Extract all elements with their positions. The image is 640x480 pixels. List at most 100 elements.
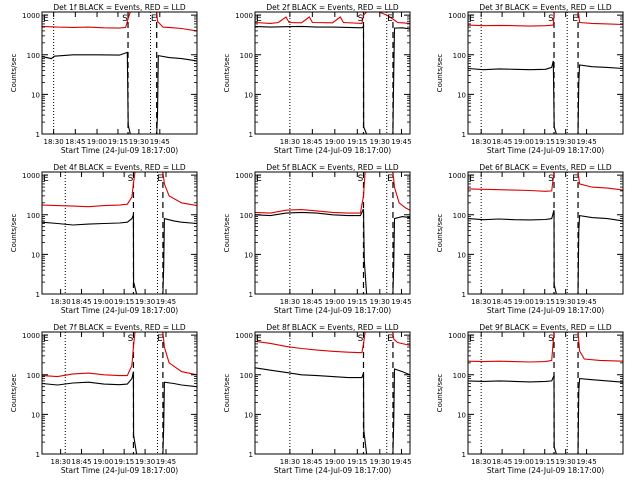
y-tick-label: 10 [457, 251, 466, 259]
x-tick-label: 18:30 [280, 298, 300, 306]
y-tick-label: 1 [249, 451, 253, 459]
x-tick-label: 19:15 [535, 458, 555, 466]
y-tick-label: 100 [453, 372, 466, 380]
y-axis-label: Counts/sec [223, 374, 231, 413]
interval-marker-s: S [122, 14, 128, 24]
interval-marker-s: S [128, 174, 134, 184]
x-tick-label: 19:30 [556, 458, 576, 466]
x-tick-label: 18:45 [71, 298, 91, 306]
interval-marker-e: E [572, 334, 578, 344]
x-tick-label: 19:45 [150, 138, 170, 146]
y-tick-label: 1000 [448, 332, 466, 340]
y-axis-label: Counts/sec [436, 374, 444, 413]
y-tick-label: 100 [27, 52, 40, 60]
x-tick-label: 19:45 [156, 458, 176, 466]
y-axis-label: Counts/sec [436, 54, 444, 93]
plot-frame [41, 11, 198, 135]
panel-title: Det 4f BLACK = Events, RED = LLD [53, 163, 186, 172]
interval-marker-s: S [358, 334, 364, 344]
y-tick-label: 1000 [235, 332, 253, 340]
x-axis-label: Start Time (24-Jul-09 18:17:00) [61, 146, 178, 155]
events-series-line [42, 51, 197, 134]
events-series-line [255, 25, 410, 134]
x-tick-label: 19:15 [347, 298, 367, 306]
detector-panel-4: Det 4f BLACK = Events, RED = LLD 1 10 100 10… [10, 163, 198, 315]
events-series-line [468, 60, 623, 134]
x-tick-label: 18:30 [44, 138, 64, 146]
x-tick-label: 19:45 [576, 138, 596, 146]
y-tick-label: 1000 [22, 12, 40, 20]
lld-series-line [255, 332, 410, 354]
y-tick-label: 10 [244, 411, 253, 419]
y-tick-label: 100 [240, 52, 253, 60]
x-tick-label: 18:30 [51, 458, 71, 466]
x-axis-label: Start Time (24-Jul-09 18:17:00) [61, 466, 178, 475]
plot-frame [254, 11, 411, 135]
interval-marker-e: E [256, 174, 262, 184]
interval-marker-e: E [43, 334, 49, 344]
lld-series-line [42, 172, 197, 208]
lld-series-line [255, 12, 410, 24]
panel-title: Det 7f BLACK = Events, RED = LLD [53, 323, 186, 332]
y-tick-label: 100 [27, 212, 40, 220]
interval-marker-e: E [469, 174, 475, 184]
x-tick-label: 18:30 [280, 458, 300, 466]
plot-frame [254, 331, 411, 455]
y-tick-label: 10 [31, 91, 40, 99]
interval-marker-e: E [387, 14, 393, 24]
x-tick-label: 19:15 [114, 298, 134, 306]
y-tick-label: 100 [27, 372, 40, 380]
x-axis-label: Start Time (24-Jul-09 18:17:00) [487, 466, 604, 475]
y-tick-label: 1000 [448, 12, 466, 20]
interval-marker-e: E [572, 14, 578, 24]
plot-frame [41, 331, 198, 455]
detector-panel-9: Det 9f BLACK = Events, RED = LLD 1 10 100 10… [436, 323, 624, 475]
y-axis-label: Counts/sec [223, 54, 231, 93]
y-tick-label: 10 [457, 91, 466, 99]
x-tick-label: 19:30 [370, 138, 390, 146]
interval-marker-e: E [43, 174, 49, 184]
x-tick-label: 18:30 [51, 298, 71, 306]
detector-panel-1: Det 1f BLACK = Events, RED = LLD 1 10 100 10… [10, 3, 198, 155]
x-tick-label: 19:15 [108, 138, 128, 146]
y-tick-label: 1 [249, 291, 253, 299]
y-axis-label: Counts/sec [10, 54, 18, 93]
y-tick-label: 1 [36, 291, 40, 299]
x-tick-label: 19:00 [325, 458, 345, 466]
y-tick-label: 100 [453, 212, 466, 220]
interval-marker-e: E [256, 334, 262, 344]
x-tick-label: 19:30 [135, 458, 155, 466]
x-tick-label: 18:45 [65, 138, 85, 146]
detector-panel-2: Det 2f BLACK = Events, RED = LLD 1 10 100 10… [223, 3, 412, 155]
interval-marker-e: E [469, 334, 475, 344]
y-tick-label: 1 [462, 131, 466, 139]
y-tick-label: 1000 [235, 172, 253, 180]
interval-marker-e: E [151, 14, 157, 24]
y-tick-label: 1 [462, 451, 466, 459]
x-tick-label: 18:45 [492, 138, 512, 146]
x-tick-label: 19:45 [576, 298, 596, 306]
y-tick-label: 1000 [22, 172, 40, 180]
y-tick-label: 1 [36, 131, 40, 139]
plot-frame [467, 331, 624, 455]
x-tick-label: 18:45 [302, 298, 322, 306]
panel-title: Det 5f BLACK = Events, RED = LLD [266, 163, 399, 172]
panel-title: Det 2f BLACK = Events, RED = LLD [266, 3, 399, 12]
y-axis-label: Counts/sec [436, 214, 444, 253]
x-tick-label: 18:45 [492, 458, 512, 466]
panel-title: Det 3f BLACK = Events, RED = LLD [479, 3, 612, 12]
x-tick-label: 19:45 [156, 298, 176, 306]
events-series-line [255, 367, 410, 454]
interval-marker-s: S [128, 334, 134, 344]
x-tick-label: 19:45 [391, 138, 411, 146]
x-tick-label: 19:00 [514, 138, 534, 146]
x-tick-label: 19:15 [535, 138, 555, 146]
interval-marker-s: S [548, 334, 554, 344]
lld-series-line [255, 172, 410, 214]
plot-frame [467, 171, 624, 295]
y-tick-label: 10 [244, 91, 253, 99]
x-tick-label: 19:15 [347, 458, 367, 466]
interval-marker-e: E [387, 334, 393, 344]
y-tick-label: 10 [244, 251, 253, 259]
